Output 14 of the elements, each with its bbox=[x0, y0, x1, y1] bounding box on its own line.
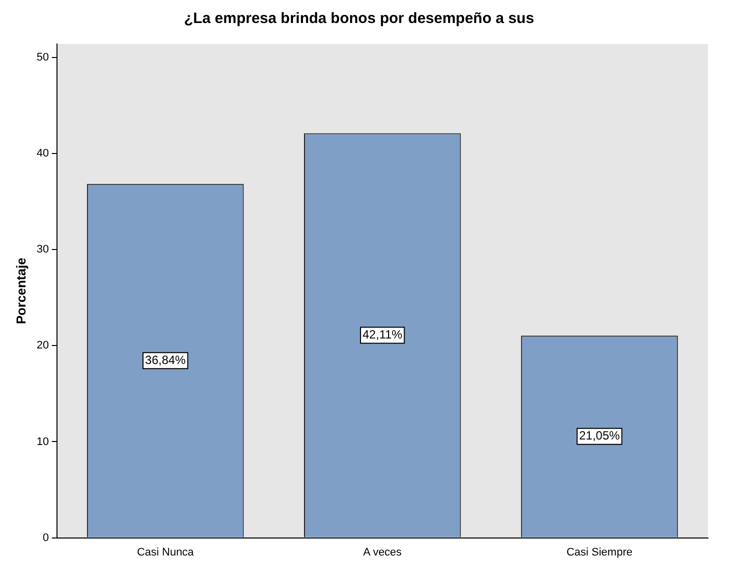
chart-title: ¿La empresa brinda bonos por desempeño a sus bbox=[184, 10, 534, 28]
x-tick-label: A veces bbox=[363, 546, 402, 558]
data-label: 36,84% bbox=[145, 352, 186, 367]
y-tick-label: 40 bbox=[36, 148, 49, 160]
y-axis-title: Porcentaje bbox=[13, 258, 28, 324]
y-tick-label: 10 bbox=[36, 436, 49, 448]
x-tick-label: Casi Siempre bbox=[566, 546, 632, 558]
data-label: 42,11% bbox=[362, 328, 403, 342]
y-tick-label: 50 bbox=[36, 51, 49, 64]
x-tick-label: Casi Nunca bbox=[136, 546, 195, 558]
data-label: 21,05% bbox=[579, 428, 620, 443]
y-tick-label: 20 bbox=[36, 340, 49, 352]
y-tick-label: 0 bbox=[42, 532, 49, 544]
y-tick-label: 30 bbox=[36, 244, 49, 256]
